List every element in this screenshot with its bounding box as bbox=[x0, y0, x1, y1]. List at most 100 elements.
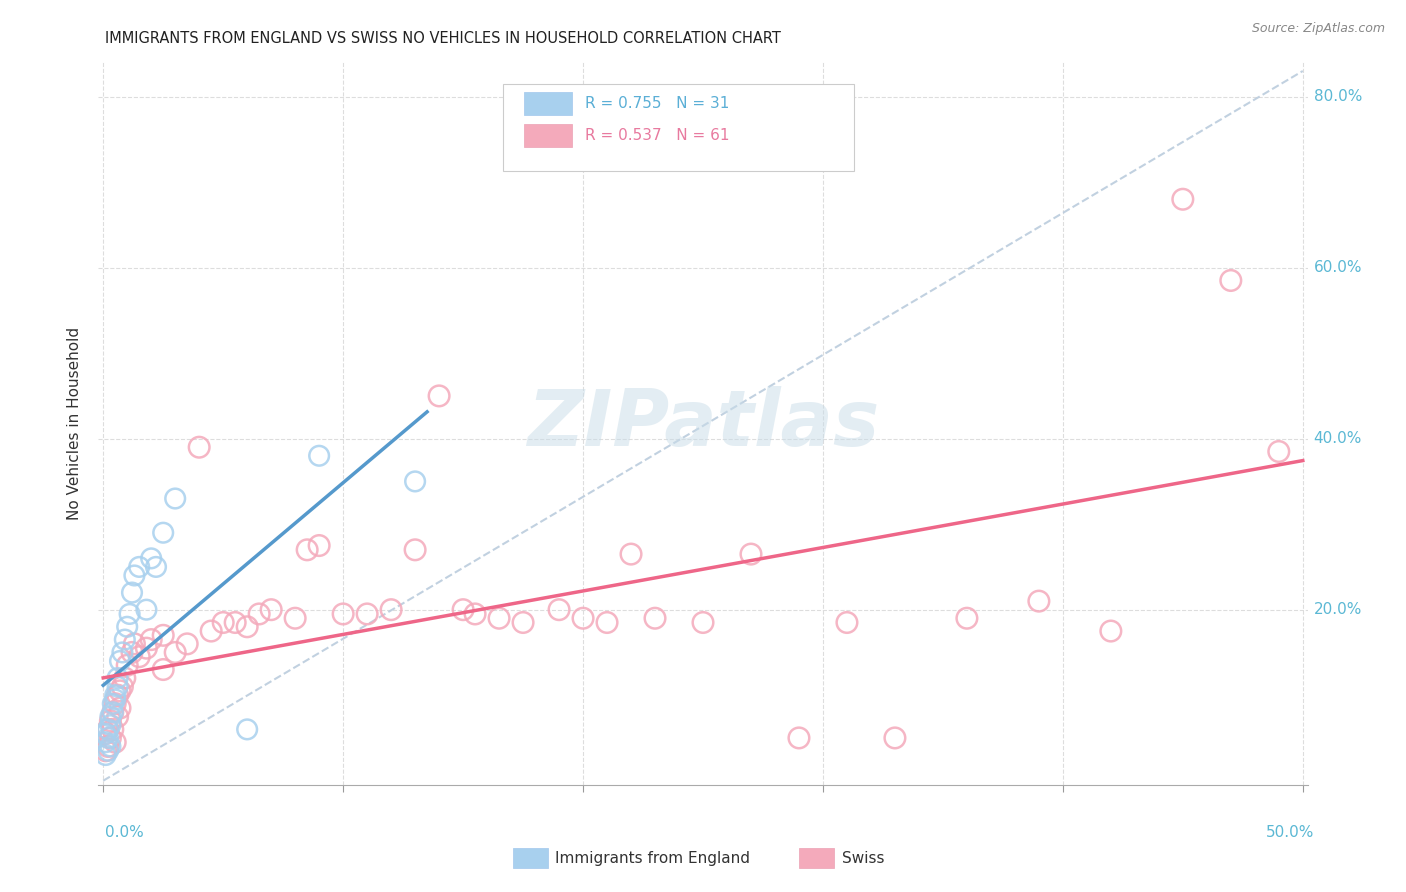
Y-axis label: No Vehicles in Household: No Vehicles in Household bbox=[67, 327, 83, 520]
FancyBboxPatch shape bbox=[524, 124, 572, 147]
Point bbox=[135, 602, 157, 616]
Point bbox=[644, 611, 666, 625]
Point bbox=[118, 607, 141, 621]
Point bbox=[97, 731, 120, 745]
Point bbox=[107, 709, 129, 723]
Point bbox=[451, 602, 474, 616]
Text: 0.0%: 0.0% bbox=[105, 825, 145, 840]
Point bbox=[115, 620, 138, 634]
FancyBboxPatch shape bbox=[503, 84, 855, 171]
Point bbox=[152, 525, 174, 540]
Point bbox=[94, 747, 117, 762]
Point bbox=[692, 615, 714, 630]
Point bbox=[260, 602, 283, 616]
Text: 20.0%: 20.0% bbox=[1313, 602, 1362, 617]
Text: 80.0%: 80.0% bbox=[1313, 89, 1362, 104]
Point bbox=[1219, 273, 1241, 287]
Point bbox=[107, 688, 129, 702]
Text: 60.0%: 60.0% bbox=[1313, 260, 1362, 275]
Point bbox=[884, 731, 907, 745]
Point bbox=[94, 744, 117, 758]
Point bbox=[596, 615, 619, 630]
Point bbox=[308, 449, 330, 463]
Point bbox=[224, 615, 246, 630]
Point bbox=[128, 560, 150, 574]
Point bbox=[740, 547, 762, 561]
Text: R = 0.755   N = 31: R = 0.755 N = 31 bbox=[585, 96, 728, 112]
Point bbox=[787, 731, 810, 745]
Point bbox=[104, 735, 127, 749]
Point bbox=[332, 607, 354, 621]
Text: R = 0.537   N = 61: R = 0.537 N = 61 bbox=[585, 128, 728, 143]
Text: 50.0%: 50.0% bbox=[1267, 825, 1315, 840]
Point bbox=[101, 723, 124, 737]
Point bbox=[145, 560, 167, 574]
Point bbox=[956, 611, 979, 625]
Point bbox=[380, 602, 402, 616]
Point bbox=[104, 697, 127, 711]
Point bbox=[121, 585, 143, 599]
Point bbox=[152, 663, 174, 677]
Point bbox=[114, 632, 136, 647]
Point bbox=[200, 624, 222, 638]
Point bbox=[111, 680, 134, 694]
Point bbox=[236, 723, 259, 737]
Point bbox=[101, 706, 124, 720]
Point bbox=[97, 739, 120, 754]
Point bbox=[1028, 594, 1050, 608]
Point bbox=[94, 735, 117, 749]
Point bbox=[488, 611, 510, 625]
Text: 40.0%: 40.0% bbox=[1313, 431, 1362, 446]
Point bbox=[308, 539, 330, 553]
Point bbox=[104, 692, 127, 706]
Point bbox=[404, 542, 426, 557]
Point bbox=[165, 491, 187, 506]
Point bbox=[176, 637, 198, 651]
Point bbox=[464, 607, 486, 621]
Text: Source: ZipAtlas.com: Source: ZipAtlas.com bbox=[1251, 22, 1385, 36]
Point bbox=[97, 723, 120, 737]
Point bbox=[124, 568, 146, 582]
Point bbox=[108, 701, 131, 715]
Point bbox=[548, 602, 571, 616]
Point bbox=[100, 714, 122, 728]
Point bbox=[152, 628, 174, 642]
Point bbox=[94, 726, 117, 740]
Point bbox=[512, 615, 534, 630]
Point bbox=[1099, 624, 1122, 638]
Text: ZIPatlas: ZIPatlas bbox=[527, 385, 879, 462]
Point bbox=[188, 440, 211, 454]
Point bbox=[121, 645, 143, 659]
Point bbox=[572, 611, 595, 625]
Point bbox=[427, 389, 450, 403]
Point bbox=[115, 658, 138, 673]
Point bbox=[1171, 192, 1194, 206]
Point bbox=[107, 680, 129, 694]
Point bbox=[284, 611, 307, 625]
Point bbox=[101, 697, 124, 711]
Point bbox=[165, 645, 187, 659]
Point bbox=[111, 645, 134, 659]
Point bbox=[107, 671, 129, 685]
Point bbox=[404, 475, 426, 489]
Point bbox=[620, 547, 643, 561]
Point bbox=[100, 709, 122, 723]
Point bbox=[295, 542, 318, 557]
Point bbox=[141, 632, 163, 647]
FancyBboxPatch shape bbox=[524, 92, 572, 115]
Point bbox=[135, 641, 157, 656]
Point bbox=[124, 637, 146, 651]
Point bbox=[128, 649, 150, 664]
Point bbox=[94, 726, 117, 740]
Text: Immigrants from England: Immigrants from England bbox=[555, 851, 751, 865]
Point bbox=[114, 671, 136, 685]
Point bbox=[100, 739, 122, 754]
Point bbox=[100, 731, 122, 745]
Point bbox=[236, 620, 259, 634]
Point bbox=[108, 654, 131, 668]
Point bbox=[835, 615, 858, 630]
Point bbox=[356, 607, 378, 621]
Point bbox=[108, 684, 131, 698]
Point bbox=[141, 551, 163, 566]
Point bbox=[97, 744, 120, 758]
